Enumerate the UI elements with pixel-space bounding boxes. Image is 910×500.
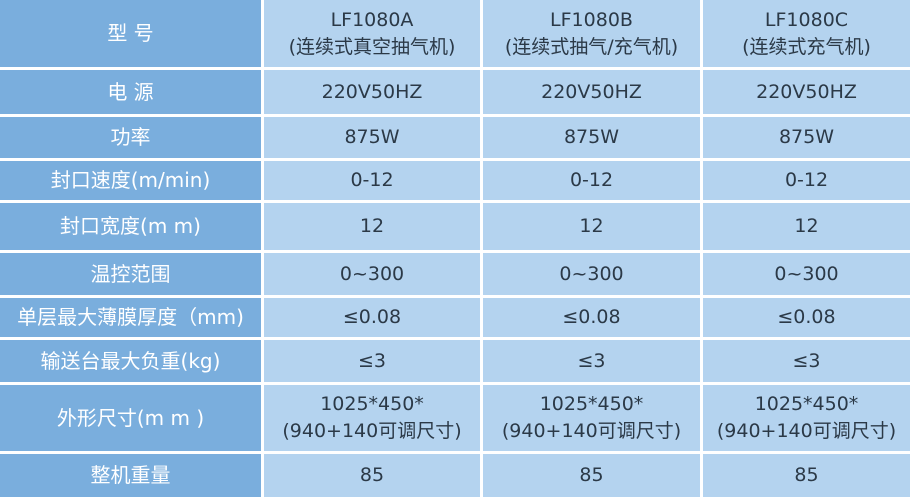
cell-power-supply-col3: 220V50HZ — [703, 70, 910, 114]
cell-text: (连续式真空抽气机) — [288, 35, 456, 58]
cell-machine-weight-col3: 85 — [703, 454, 910, 497]
cell-conveyor-max-load-col1: ≤3 — [264, 340, 480, 382]
cell-model-col3: LF1080C (连续式充气机) — [703, 0, 910, 67]
cell-text: 85 — [579, 464, 604, 486]
cell-text: 12 — [794, 215, 819, 237]
cell-conveyor-max-load-col2: ≤3 — [483, 340, 700, 382]
cell-text: LF1080A — [330, 8, 414, 31]
cell-temperature-range-col3: 0~300 — [703, 253, 910, 295]
cell-text: (连续式充气机) — [742, 35, 871, 58]
cell-sealing-width-col1: 12 — [264, 203, 480, 250]
cell-text: ≤3 — [792, 349, 821, 372]
cell-text: ≤0.08 — [777, 306, 836, 328]
cell-text: 0~300 — [339, 262, 405, 285]
cell-dimensions-col2: 1025*450* (940+140可调尺寸) — [483, 385, 700, 451]
row-max-film-thickness: 单层最大薄膜厚度（mm) ≤0.08 ≤0.08 ≤0.08 — [0, 298, 910, 337]
cell-text: 875W — [563, 126, 620, 148]
cell-max-film-thickness-col3: ≤0.08 — [703, 298, 910, 337]
cell-conveyor-max-load-col3: ≤3 — [703, 340, 910, 382]
cell-text: 1025*450* — [754, 393, 859, 415]
cell-text: (940+140可调尺寸) — [501, 420, 682, 442]
row-power-supply: 电 源 220V50HZ 220V50HZ 220V50HZ — [0, 70, 910, 114]
cell-text: ≤0.08 — [342, 306, 402, 328]
cell-power-supply-col1: 220V50HZ — [264, 70, 480, 114]
cell-text: (连续式抽气/充气机) — [504, 35, 679, 58]
cell-machine-weight-col1: 85 — [264, 454, 480, 497]
row-label: 电 源 — [0, 70, 261, 114]
cell-text: ≤3 — [357, 349, 386, 372]
row-label: 外形尺寸(m m ) — [0, 385, 261, 451]
cell-sealing-width-col3: 12 — [703, 203, 910, 250]
cell-text: 875W — [778, 126, 835, 148]
cell-max-film-thickness-col1: ≤0.08 — [264, 298, 480, 337]
row-sealing-speed: 封口速度(m/min) 0-12 0-12 0-12 — [0, 161, 910, 200]
cell-text: 875W — [344, 126, 400, 148]
cell-dimensions-col1: 1025*450* (940+140可调尺寸) — [264, 385, 480, 451]
cell-sealing-speed-col1: 0-12 — [264, 161, 480, 200]
cell-temperature-range-col1: 0~300 — [264, 253, 480, 295]
cell-text: 12 — [359, 215, 385, 237]
cell-text: 1025*450* — [539, 393, 644, 415]
cell-power-col2: 875W — [483, 117, 700, 158]
row-label: 整机重量 — [0, 454, 261, 497]
row-power: 功率 875W 875W 875W — [0, 117, 910, 158]
cell-sealing-speed-col3: 0-12 — [703, 161, 910, 200]
cell-model-col1: LF1080A (连续式真空抽气机) — [264, 0, 480, 67]
row-model: 型 号 LF1080A (连续式真空抽气机) LF1080B (连续式抽气/充气机) LF… — [0, 0, 910, 67]
cell-text: 0~300 — [774, 262, 839, 285]
cell-model-col2: LF1080B (连续式抽气/充气机) — [483, 0, 700, 67]
row-temperature-range: 温控范围 0~300 0~300 0~300 — [0, 253, 910, 295]
cell-text: (940+140可调尺寸) — [282, 420, 462, 442]
cell-text: LF1080C — [764, 8, 849, 31]
row-label: 温控范围 — [0, 253, 261, 295]
cell-text: ≤3 — [577, 349, 606, 372]
cell-text: 0~300 — [559, 262, 624, 285]
row-label: 单层最大薄膜厚度（mm) — [0, 298, 261, 337]
cell-text: 0-12 — [784, 169, 829, 191]
cell-text: 12 — [579, 215, 604, 237]
cell-text: 85 — [359, 464, 385, 486]
row-label: 型 号 — [0, 0, 261, 67]
row-label: 输送台最大负重(kg) — [0, 340, 261, 382]
cell-text: LF1080B — [550, 8, 633, 31]
cell-sealing-width-col2: 12 — [483, 203, 700, 250]
cell-text: 85 — [794, 464, 819, 486]
cell-max-film-thickness-col2: ≤0.08 — [483, 298, 700, 337]
row-sealing-width: 封口宽度(m m) 12 12 12 — [0, 203, 910, 250]
cell-dimensions-col3: 1025*450* (940+140可调尺寸) — [703, 385, 910, 451]
row-label: 封口宽度(m m) — [0, 203, 261, 250]
cell-text: (940+140可调尺寸) — [716, 420, 897, 442]
row-machine-weight: 整机重量 85 85 85 — [0, 454, 910, 497]
cell-text: 0-12 — [350, 169, 394, 191]
cell-text: 220V50HZ — [541, 80, 642, 103]
cell-power-supply-col2: 220V50HZ — [483, 70, 700, 114]
row-conveyor-max-load: 输送台最大负重(kg) ≤3 ≤3 ≤3 — [0, 340, 910, 382]
cell-temperature-range-col2: 0~300 — [483, 253, 700, 295]
cell-text: 0-12 — [569, 169, 614, 191]
cell-machine-weight-col2: 85 — [483, 454, 700, 497]
cell-sealing-speed-col2: 0-12 — [483, 161, 700, 200]
cell-text: 1025*450* — [320, 393, 424, 415]
row-label: 封口速度(m/min) — [0, 161, 261, 200]
row-label: 功率 — [0, 117, 261, 158]
row-dimensions: 外形尺寸(m m ) 1025*450* (940+140可调尺寸) 1025*450… — [0, 385, 910, 451]
cell-power-col1: 875W — [264, 117, 480, 158]
cell-text: ≤0.08 — [562, 306, 621, 328]
cell-text: 220V50HZ — [321, 80, 423, 103]
cell-power-col3: 875W — [703, 117, 910, 158]
cell-text: 220V50HZ — [756, 80, 857, 103]
